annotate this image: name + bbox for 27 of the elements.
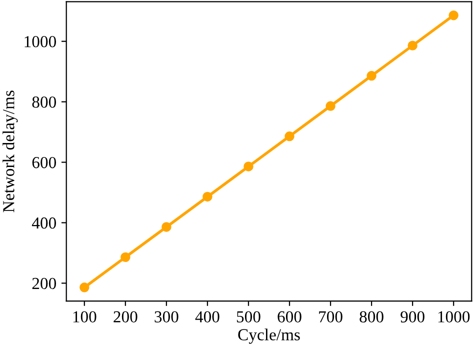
y-tick-label: 1000 <box>24 36 56 48</box>
y-axis-title: Network delay/ms <box>2 90 18 212</box>
x-tick-label: 600 <box>278 311 302 322</box>
point <box>366 70 376 81</box>
y-tick-label: 400 <box>32 217 56 229</box>
point <box>326 101 336 111</box>
point <box>408 40 418 50</box>
y-tick-label: 600 <box>32 156 56 168</box>
x-axis-title: Cycle/ms <box>238 328 300 344</box>
x-tick-label: 800 <box>360 311 384 322</box>
x-tick-label: 300 <box>154 311 178 322</box>
point <box>120 252 130 262</box>
point <box>202 192 212 202</box>
x-tick-label: 200 <box>114 311 138 322</box>
y-tick-label: 800 <box>32 96 56 108</box>
y-tick-label: 200 <box>32 278 56 290</box>
point <box>80 282 90 292</box>
point <box>244 162 254 172</box>
point <box>284 131 294 142</box>
x-tick-label: 100 <box>73 311 96 322</box>
x-tick-label: 700 <box>319 311 342 322</box>
x-tick-label: 400 <box>195 311 220 322</box>
point <box>448 10 458 20</box>
point <box>162 222 172 232</box>
x-tick-label: 1000 <box>438 311 470 322</box>
x-tick-label: 900 <box>400 311 424 322</box>
x-tick-label: 500 <box>236 311 260 322</box>
